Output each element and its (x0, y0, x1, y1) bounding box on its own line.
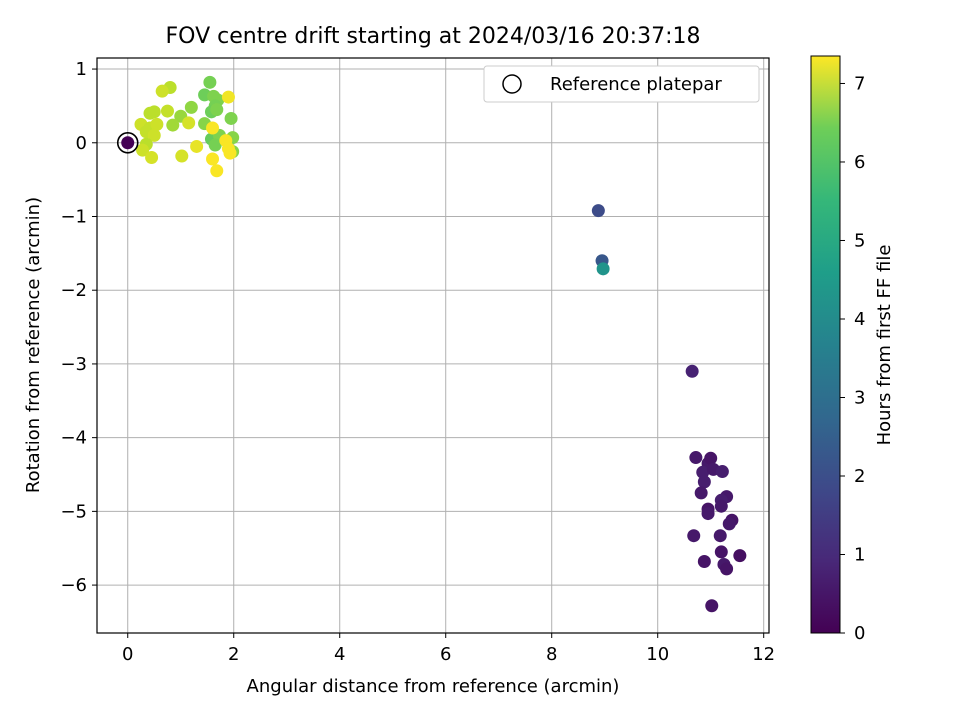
scatter-point (722, 517, 736, 531)
scatter-point (206, 152, 220, 166)
scatter-point (190, 139, 204, 153)
y-tick-label: −2 (60, 280, 87, 301)
x-tick-label: 4 (334, 644, 345, 665)
scatter-point (694, 486, 708, 500)
scatter-point (145, 151, 159, 165)
scatter-point (147, 105, 161, 119)
scatter-point (714, 545, 728, 559)
scatter-point (704, 451, 718, 465)
x-tick-label: 2 (228, 644, 239, 665)
reference-platepar-marker (116, 131, 139, 154)
colorbar-tick-label: 4 (854, 309, 865, 330)
scatter-point (210, 164, 224, 178)
x-tick-label: 10 (646, 644, 669, 665)
colorbar: 0 1 2 3 4 5 6 7 Hours from first FF file (810, 55, 895, 644)
legend-entry-label: Reference platepar (550, 74, 722, 95)
reference-marker-layer (116, 131, 139, 154)
legend-reference-marker (502, 74, 522, 94)
y-axis-ticks: −6 −5 −4 −3 −2 −1 0 1 (60, 59, 97, 596)
colorbar-gradient (810, 55, 841, 634)
y-tick-label: 0 (76, 133, 87, 154)
colorbar-tick-label: 5 (854, 230, 865, 251)
x-tick-label: 12 (752, 644, 775, 665)
scatter-point (733, 549, 747, 563)
scatter-point (591, 204, 605, 218)
x-tick-label: 0 (122, 644, 133, 665)
colorbar-tick-label: 6 (854, 152, 865, 173)
scatter-point (203, 75, 217, 89)
data-points (121, 75, 747, 613)
x-axis-label: Angular distance from reference (arcmin) (247, 676, 620, 697)
y-tick-label: −1 (60, 206, 87, 227)
y-tick-label: −4 (60, 428, 87, 449)
scatter-point (713, 529, 727, 543)
x-axis-ticks: 0 2 4 6 8 10 12 (122, 633, 775, 665)
scatter-point (121, 136, 135, 150)
legend-box (483, 65, 760, 103)
x-tick-label: 8 (546, 644, 557, 665)
legend: Reference platepar (483, 65, 760, 103)
y-axis-label: Rotation from reference (arcmin) (23, 197, 44, 493)
scatter-point (687, 529, 701, 543)
scatter-point (155, 84, 169, 98)
scatter-point (208, 138, 222, 152)
scatter-point (720, 562, 734, 576)
scatter-point (160, 104, 174, 118)
scatter-point (697, 554, 711, 568)
y-tick-label: 1 (76, 59, 87, 80)
scatter-point (685, 364, 699, 378)
scatter-point (696, 465, 710, 479)
colorbar-tick-label: 7 (854, 73, 865, 94)
colorbar-tick-label: 0 (854, 623, 865, 644)
scatter-point (210, 103, 224, 117)
y-tick-label: −5 (60, 501, 87, 522)
scatter-point (182, 116, 196, 130)
scatter-point (150, 117, 164, 131)
scatter-point (223, 146, 237, 160)
y-tick-label: −6 (60, 575, 87, 596)
scatter-point (705, 599, 719, 613)
scatter-point (596, 262, 610, 276)
scatter-point (136, 143, 150, 157)
scatter-point (697, 475, 711, 489)
x-tick-label: 6 (440, 644, 451, 665)
colorbar-tick-label: 3 (854, 387, 865, 408)
y-tick-label: −3 (60, 354, 87, 375)
gridlines (97, 58, 769, 633)
colorbar-tick-label: 1 (854, 544, 865, 565)
scatter-point (175, 149, 189, 163)
chart-title: FOV centre drift starting at 2024/03/16 … (166, 24, 701, 49)
scatter-point (184, 100, 198, 114)
scatter-point (715, 465, 729, 479)
colorbar-ticks: 0 1 2 3 4 5 6 7 (840, 73, 865, 644)
scatter-point (701, 507, 715, 521)
scatter-point (714, 499, 728, 513)
scatter-point (224, 111, 238, 125)
colorbar-tick-label: 2 (854, 466, 865, 487)
plot-frame (96, 57, 770, 634)
scatter-point (689, 451, 703, 465)
scatter-point (221, 90, 235, 104)
colorbar-label: Hours from first FF file (874, 245, 895, 446)
scatter-point (147, 128, 161, 142)
scatter-point (206, 121, 220, 135)
scatter-point (166, 118, 180, 132)
